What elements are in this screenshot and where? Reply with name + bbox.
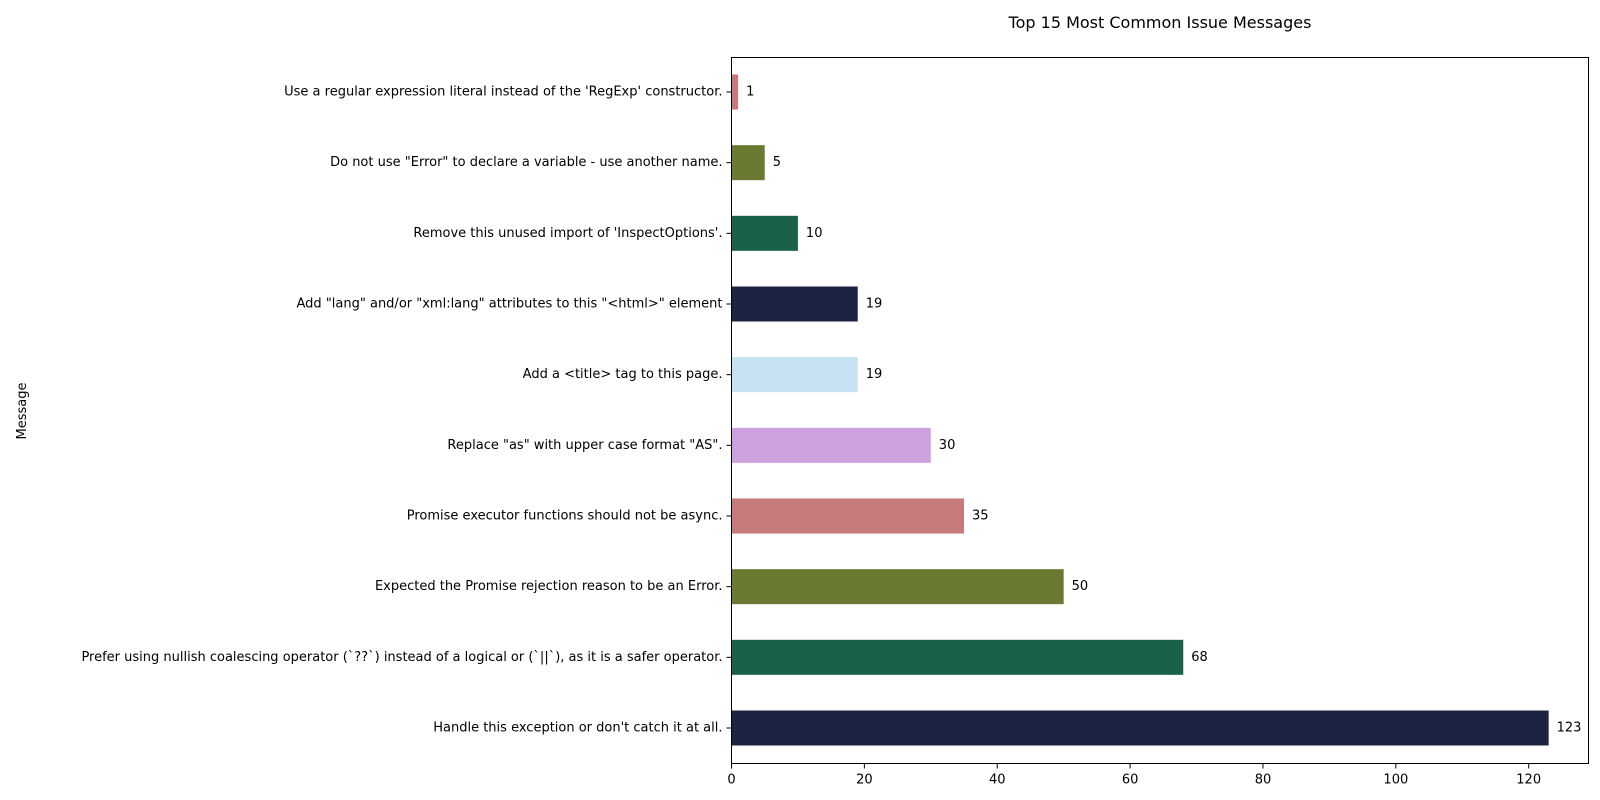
x-tick-label: 0 (727, 773, 735, 788)
x-ticks-layer: 0 20 40 60 80 100 120 (727, 763, 1541, 788)
bar-5 (731, 357, 858, 393)
category-label: Add a <title> tag to this page. (523, 367, 723, 382)
category-label: Replace "as" with upper case format "AS"… (447, 438, 722, 453)
bar-value-label: 123 (1557, 721, 1582, 736)
value-labels-layer: 1 5 10 19 19 30 35 50 68 123 (746, 85, 1581, 736)
x-tick-label: 120 (1516, 773, 1541, 788)
x-tick-label: 20 (856, 773, 873, 788)
bar-9 (731, 639, 1184, 675)
bar-10 (731, 710, 1549, 746)
category-label: Use a regular expression literal instead… (284, 85, 722, 100)
bar-value-label: 19 (866, 367, 883, 382)
category-label: Handle this exception or don't catch it … (433, 721, 722, 736)
bar-value-label: 30 (939, 438, 956, 453)
bar-3 (731, 215, 798, 251)
category-labels-layer: Use a regular expression literal instead… (81, 85, 732, 736)
plot-frame (731, 57, 1589, 764)
category-label: Do not use "Error" to declare a variable… (330, 155, 722, 170)
category-label: Remove this unused import of 'InspectOpt… (413, 226, 722, 241)
y-axis-label: Message (15, 383, 30, 440)
category-label: Promise executor functions should not be… (407, 509, 723, 524)
bar-value-label: 5 (773, 155, 781, 170)
category-label: Prefer using nullish coalescing operator… (81, 650, 722, 665)
x-tick-label: 80 (1255, 773, 1272, 788)
chart-title: Top 15 Most Common Issue Messages (1008, 13, 1312, 32)
bar-value-label: 35 (972, 509, 989, 524)
bar-8 (731, 569, 1064, 605)
category-label: Expected the Promise rejection reason to… (375, 579, 723, 594)
bar-value-label: 19 (866, 297, 883, 312)
x-tick-label: 40 (989, 773, 1006, 788)
category-label: Add "lang" and/or "xml:lang" attributes … (297, 297, 723, 312)
bar-7 (731, 498, 965, 534)
bar-1 (731, 74, 739, 110)
bar-2 (731, 145, 765, 181)
x-tick-label: 100 (1383, 773, 1408, 788)
x-tick-label: 60 (1122, 773, 1139, 788)
bar-value-label: 1 (746, 85, 754, 100)
bar-value-label: 68 (1191, 650, 1208, 665)
bar-4 (731, 286, 858, 322)
bar-value-label: 10 (806, 226, 823, 241)
bar-value-label: 50 (1072, 579, 1089, 594)
bar-6 (731, 427, 931, 463)
bars-layer (731, 74, 1549, 746)
